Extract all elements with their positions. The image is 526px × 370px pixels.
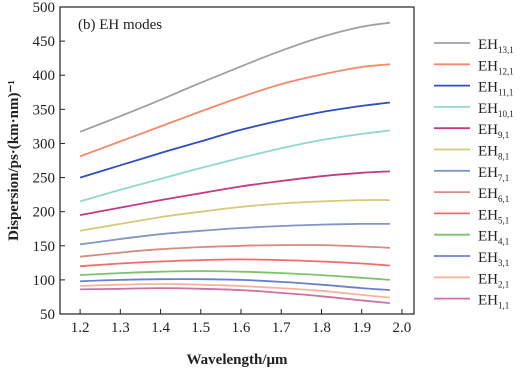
x-tick-label: 1.7	[272, 320, 291, 336]
panel-annotation: (b) EH modes	[78, 17, 162, 33]
y-tick-label: 150	[33, 239, 56, 255]
plot-frame	[59, 6, 415, 315]
series-line-eh-2-1	[80, 283, 390, 299]
y-tick-label: 100	[33, 273, 56, 289]
series-line-eh-11-1	[79, 101, 391, 179]
y-tick-label: 200	[33, 205, 56, 221]
x-tick-label: 1.5	[191, 320, 210, 336]
series-line-eh-6-1	[80, 244, 390, 258]
series-line-eh-5-1	[80, 258, 390, 268]
series-line-eh-3-1	[80, 278, 390, 291]
x-tick-label: 1.3	[111, 320, 130, 336]
y-tick-label: 300	[33, 136, 56, 152]
x-tick-label: 2.0	[393, 320, 412, 336]
series-line-eh-10-1	[79, 129, 391, 203]
y-tick-label: 350	[33, 102, 56, 118]
y-tick-label: 250	[33, 171, 56, 187]
x-tick-label: 1.8	[312, 320, 331, 336]
y-tick-label: 450	[33, 34, 56, 50]
legend: EH13,1EH12,1EH11,1EH10,1EH9,1EH8,1EH7,1E…	[434, 37, 514, 311]
x-tick-label: 1.6	[232, 320, 251, 336]
series-line-eh-8-1	[79, 199, 390, 232]
y-tick-label: 500	[33, 0, 56, 16]
y-tick-label: 400	[33, 68, 56, 84]
y-tick-label: 50	[40, 307, 55, 323]
x-axis-label: Wavelength/μm	[186, 352, 288, 368]
series-line-eh-12-1	[79, 63, 390, 158]
series-lines	[79, 21, 391, 304]
x-tick-label: 1.9	[352, 320, 371, 336]
x-tick-label: 1.2	[71, 320, 90, 336]
series-line-eh-4-1	[80, 270, 390, 281]
series-line-eh-7-1	[79, 222, 390, 246]
x-tick-label: 1.4	[151, 320, 170, 336]
axis-ticks: 1.2 1.3 1.4 1.5 1.6 1.7 1.8 1.9 2.0 50 100 150 200 25…	[33, 0, 412, 336]
series-line-eh-9-1	[79, 170, 390, 216]
series-line-eh-13-1	[79, 21, 391, 133]
y-axis-label: Dispersion/ps·(km·nm)⁻¹	[6, 80, 22, 241]
series-line-eh-1-1	[80, 287, 390, 304]
